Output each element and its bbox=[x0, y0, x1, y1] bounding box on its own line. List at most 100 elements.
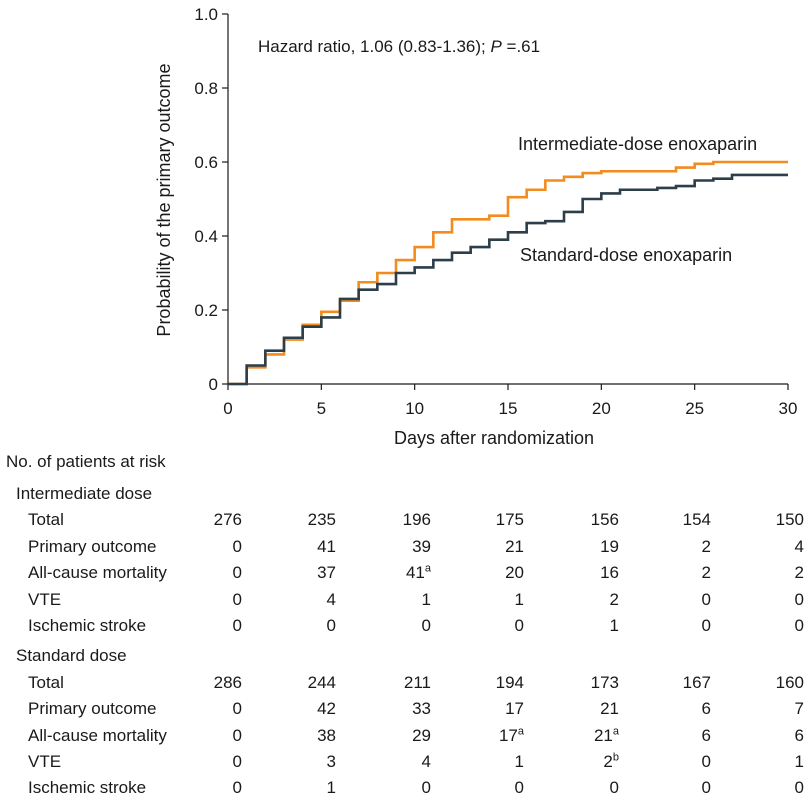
risk-table-row: Ischemic stroke 0 0 0 0 1 0 0 bbox=[0, 616, 810, 638]
risk-cell: 4 bbox=[744, 537, 804, 557]
risk-cell: 0 bbox=[744, 590, 804, 610]
risk-table-row: Ischemic stroke 0 1 0 0 0 0 0 bbox=[0, 778, 810, 800]
risk-row-label: All-cause mortality bbox=[28, 725, 167, 745]
y-tick-label: 0.8 bbox=[194, 79, 218, 98]
risk-cell: 41a bbox=[371, 563, 431, 583]
risk-table-row: Total 276 235 196 175 156 154 150 bbox=[0, 510, 810, 532]
risk-cell: 0 bbox=[182, 752, 242, 772]
x-tick-label: 5 bbox=[317, 399, 326, 418]
risk-cell-footnote: a bbox=[517, 724, 524, 737]
risk-cell-value: 1 bbox=[794, 752, 804, 771]
risk-cell-value: 160 bbox=[775, 672, 804, 692]
risk-group-label: Intermediate dose bbox=[16, 484, 153, 503]
risk-cell-value: 2 bbox=[701, 563, 711, 583]
risk-cell-value: 29 bbox=[412, 725, 431, 745]
risk-cell-value: 4 bbox=[421, 752, 431, 771]
risk-cell-value: 1 bbox=[514, 589, 524, 609]
risk-cell-value: 150 bbox=[775, 510, 804, 530]
risk-cell: 0 bbox=[464, 778, 524, 798]
risk-cell: 33 bbox=[371, 699, 431, 719]
risk-cell: 38 bbox=[276, 726, 336, 746]
risk-cell-value: 194 bbox=[495, 672, 524, 692]
risk-cell: 160 bbox=[744, 673, 804, 693]
risk-cell: 0 bbox=[559, 778, 619, 798]
p-label: P bbox=[490, 37, 502, 56]
risk-cell: 4 bbox=[276, 590, 336, 610]
risk-cell-value: 175 bbox=[495, 510, 524, 530]
risk-cell-value: 235 bbox=[307, 510, 336, 530]
risk-cell: 1 bbox=[744, 752, 804, 772]
risk-cell: 0 bbox=[744, 616, 804, 636]
risk-cell-value: 0 bbox=[514, 778, 524, 798]
risk-cell: 6 bbox=[651, 726, 711, 746]
risk-group-label: Standard dose bbox=[16, 646, 127, 666]
x-axis-label: Days after randomization bbox=[394, 428, 594, 448]
risk-cell: 196 bbox=[371, 510, 431, 530]
risk-cell-value: 0 bbox=[232, 699, 242, 719]
risk-cell: 2 bbox=[651, 537, 711, 557]
risk-cell-value: 41 bbox=[405, 563, 425, 583]
risk-cell: 156 bbox=[559, 510, 619, 530]
risk-table-row: Primary outcome 0 41 39 21 19 2 4 bbox=[0, 537, 810, 559]
risk-cell-value: 41 bbox=[317, 536, 336, 556]
risk-cell: 21 bbox=[464, 537, 524, 557]
risk-cell-value: 33 bbox=[412, 699, 431, 719]
risk-cell-value: 0 bbox=[701, 589, 711, 609]
risk-cell-footnote: a bbox=[612, 724, 619, 737]
risk-row-label: All-cause mortality bbox=[28, 563, 167, 583]
risk-cell-value: 17 bbox=[498, 725, 518, 745]
risk-cell: 0 bbox=[182, 563, 242, 583]
risk-table-row: VTE 0 3 4 1 2b 0 1 bbox=[0, 752, 810, 774]
risk-cell: 235 bbox=[276, 510, 336, 530]
risk-cell: 167 bbox=[651, 673, 711, 693]
risk-cell-value: 1 bbox=[421, 589, 431, 609]
risk-cell-value: 2 bbox=[603, 752, 613, 771]
risk-cell: 4 bbox=[371, 752, 431, 772]
risk-cell: 194 bbox=[464, 673, 524, 693]
risk-cell-footnote: b bbox=[612, 751, 619, 764]
risk-table-row: VTE 0 4 1 1 2 0 0 bbox=[0, 590, 810, 612]
risk-cell-value: 1 bbox=[326, 778, 336, 798]
risk-cell-value: 0 bbox=[794, 778, 804, 798]
risk-cell-value: 6 bbox=[701, 725, 711, 745]
risk-cell: 0 bbox=[651, 616, 711, 636]
risk-cell: 276 bbox=[182, 510, 242, 530]
risk-cell-value: 16 bbox=[600, 563, 619, 583]
risk-cell: 42 bbox=[276, 699, 336, 719]
risk-cell-value: 37 bbox=[317, 563, 336, 583]
risk-row-label: Total bbox=[28, 510, 64, 530]
risk-cell-value: 0 bbox=[794, 589, 804, 609]
risk-cell: 21a bbox=[559, 724, 619, 746]
risk-cell-value: 1 bbox=[609, 616, 619, 635]
risk-cell-footnote: a bbox=[424, 562, 431, 575]
x-tick-label: 20 bbox=[592, 399, 611, 418]
risk-cell-value: 0 bbox=[232, 536, 242, 556]
risk-cell: 0 bbox=[182, 726, 242, 746]
risk-cell-value: 173 bbox=[590, 672, 619, 692]
risk-cell-value: 0 bbox=[421, 778, 431, 798]
series-standard-dose-line bbox=[228, 173, 788, 386]
risk-cell-value: 156 bbox=[590, 510, 619, 530]
risk-table-title: No. of patients at risk bbox=[6, 452, 166, 471]
risk-cell: 0 bbox=[182, 590, 242, 610]
risk-cell: 6 bbox=[651, 699, 711, 719]
risk-cell-value: 0 bbox=[609, 778, 619, 798]
risk-cell-value: 1 bbox=[514, 752, 524, 771]
risk-cell: 175 bbox=[464, 510, 524, 530]
risk-cell: 2 bbox=[559, 590, 619, 610]
risk-cell-value: 7 bbox=[794, 699, 804, 719]
risk-cell: 1 bbox=[276, 778, 336, 798]
series-label-intermediate: Intermediate-dose enoxaparin bbox=[518, 134, 757, 154]
risk-cell-value: 2 bbox=[701, 536, 711, 556]
risk-cell-value: 0 bbox=[232, 752, 242, 771]
risk-cell-value: 286 bbox=[213, 672, 242, 692]
risk-cell-value: 244 bbox=[307, 672, 336, 692]
risk-row-label: Ischemic stroke bbox=[28, 778, 147, 798]
risk-cell-value: 0 bbox=[701, 616, 711, 635]
x-tick-label: 30 bbox=[779, 399, 798, 418]
risk-cell: 16 bbox=[559, 563, 619, 583]
risk-cell-value: 0 bbox=[232, 589, 242, 609]
risk-cell-value: 0 bbox=[232, 725, 242, 745]
risk-cell: 173 bbox=[559, 673, 619, 693]
risk-cell: 17 bbox=[464, 699, 524, 719]
